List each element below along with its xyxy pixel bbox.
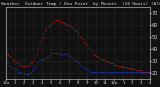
Title: Milwaukee Weather  Outdoor Temp / Dew Point  by Minute  (24 Hours) (Alternate): Milwaukee Weather Outdoor Temp / Dew Poi… [0,2,160,6]
